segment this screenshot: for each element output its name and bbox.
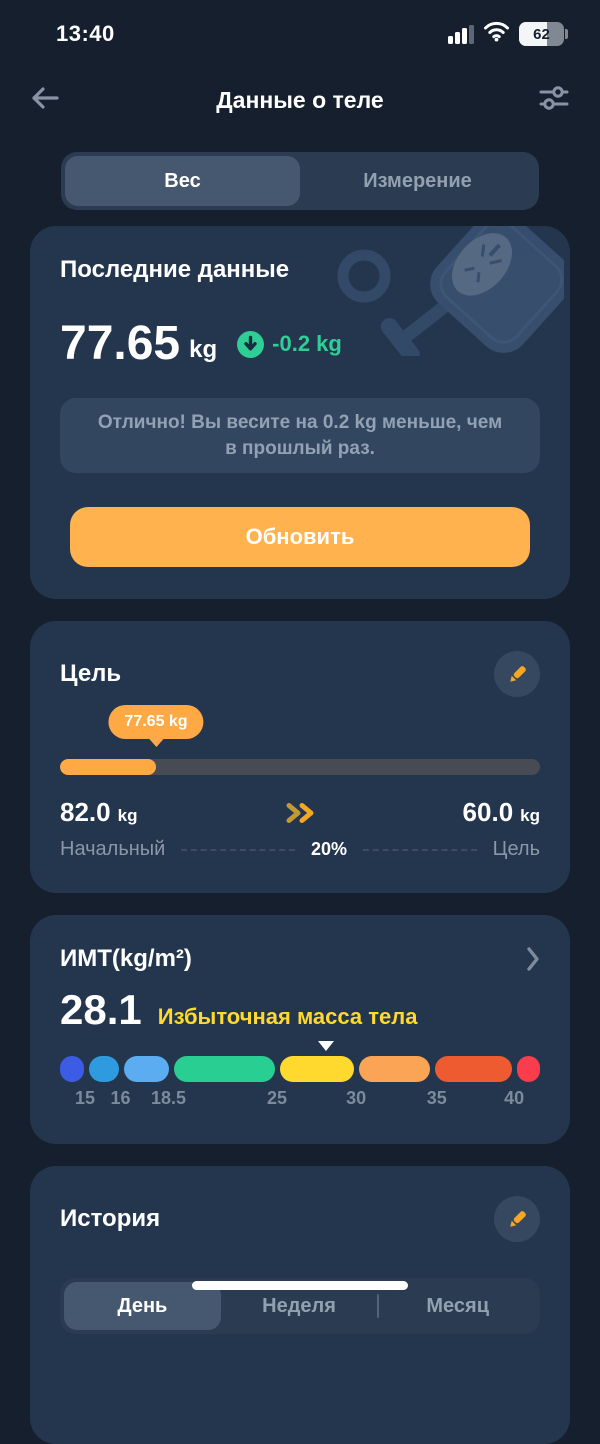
- goal-weight-unit: kg: [520, 806, 540, 826]
- data-type-tabs: Вес Измерение: [61, 152, 539, 210]
- goal-card: Цель 77.65 kg 82.0 kg: [30, 621, 570, 894]
- start-weight: 82.0 kg: [60, 797, 137, 828]
- filter-settings-button[interactable]: [538, 84, 570, 117]
- arrow-down-circle-icon: [237, 330, 265, 358]
- current-weight-value: 77.65: [60, 317, 181, 370]
- edit-goal-button[interactable]: [494, 651, 540, 698]
- bmi-title: ИМТ(kg/m²): [60, 945, 192, 973]
- chevron-right-icon: [526, 946, 540, 972]
- bmi-marker: [317, 1041, 334, 1052]
- update-button[interactable]: Обновить: [70, 507, 530, 568]
- bmi-scale-segment: [173, 1056, 275, 1083]
- page-title: Данные о теле: [216, 86, 384, 113]
- bmi-scale-label: 16: [110, 1088, 131, 1109]
- bmi-scale-segment: [279, 1056, 354, 1083]
- pencil-icon: [506, 1208, 529, 1231]
- weight-delta: -0.2 kg: [237, 330, 342, 358]
- bmi-scale-segment: [435, 1056, 512, 1083]
- wifi-icon: [483, 21, 510, 47]
- bmi-scale-segment: [123, 1056, 169, 1083]
- goal-title: Цель: [60, 660, 122, 688]
- history-title: История: [60, 1205, 161, 1233]
- start-weight-unit: kg: [117, 806, 138, 826]
- home-indicator[interactable]: [192, 1281, 408, 1290]
- history-card: История День Неделя Месяц: [30, 1166, 570, 1444]
- dashed-divider: [181, 848, 295, 851]
- bmi-scale-label: 40: [504, 1088, 525, 1109]
- bmi-scale-label: 35: [426, 1088, 447, 1109]
- bmi-scale-label: 18.5: [150, 1088, 186, 1109]
- latest-data-card: Последние данные 77.65 kg -0.2 kg Отличн…: [30, 226, 570, 600]
- latest-data-title: Последние данные: [60, 256, 290, 283]
- header: Данные о теле: [0, 76, 600, 124]
- bmi-scale-segment: [516, 1056, 540, 1083]
- goal-progress-fill: [60, 759, 156, 776]
- bmi-scale-labels: 15 16 18.5 25 30 35 40: [60, 1086, 540, 1112]
- bmi-value: 28.1: [60, 986, 142, 1034]
- bmi-scale-segments: [60, 1056, 540, 1083]
- tab-measurement[interactable]: Измерение: [363, 169, 472, 192]
- goal-progress-percent: 20%: [311, 839, 348, 860]
- status-bar: 13:40 62: [0, 0, 600, 52]
- current-weight-unit: kg: [189, 336, 218, 363]
- double-chevron-icon: [282, 801, 318, 825]
- bmi-scale-segment: [358, 1056, 431, 1083]
- goal-progress-track: [60, 759, 540, 776]
- back-button[interactable]: [30, 85, 60, 116]
- bmi-scale-segment: [89, 1056, 119, 1083]
- start-weight-value: 82.0: [60, 797, 111, 828]
- start-label: Начальный: [60, 838, 166, 861]
- bmi-scale-segment: [60, 1056, 85, 1083]
- cellular-signal-icon: [448, 24, 474, 44]
- bmi-scale-label: 30: [346, 1088, 367, 1109]
- bmi-scale-label: 15: [74, 1088, 95, 1109]
- goal-label: Цель: [492, 838, 541, 861]
- status-icons: 62: [448, 21, 568, 47]
- battery-fill: [519, 22, 547, 46]
- clock: 13:40: [56, 21, 115, 46]
- battery-icon: 62: [519, 22, 568, 46]
- goal-weight: 60.0 kg: [463, 797, 540, 828]
- current-weight-badge: 77.65 kg: [108, 705, 204, 740]
- weight-delta-value: -0.2 kg: [272, 331, 342, 356]
- goal-weight-value: 60.0: [462, 797, 514, 828]
- battery-percent: 62: [533, 25, 550, 43]
- bmi-category: Избыточная масса тела: [157, 1004, 418, 1030]
- goal-current-badge-wrap: 77.65 kg: [108, 705, 204, 748]
- dashed-divider: [363, 848, 477, 851]
- tab-weight[interactable]: Вес: [65, 156, 300, 206]
- bmi-scale-label: 25: [266, 1088, 287, 1109]
- pencil-icon: [506, 663, 529, 686]
- feedback-message: Отлично! Вы весите на 0.2 kg меньше, чем…: [60, 398, 540, 474]
- badge-tail: [148, 738, 164, 748]
- edit-history-button[interactable]: [494, 1196, 540, 1243]
- bmi-card[interactable]: ИМТ(kg/m²) 28.1 Избыточная масса тела 15…: [30, 915, 570, 1145]
